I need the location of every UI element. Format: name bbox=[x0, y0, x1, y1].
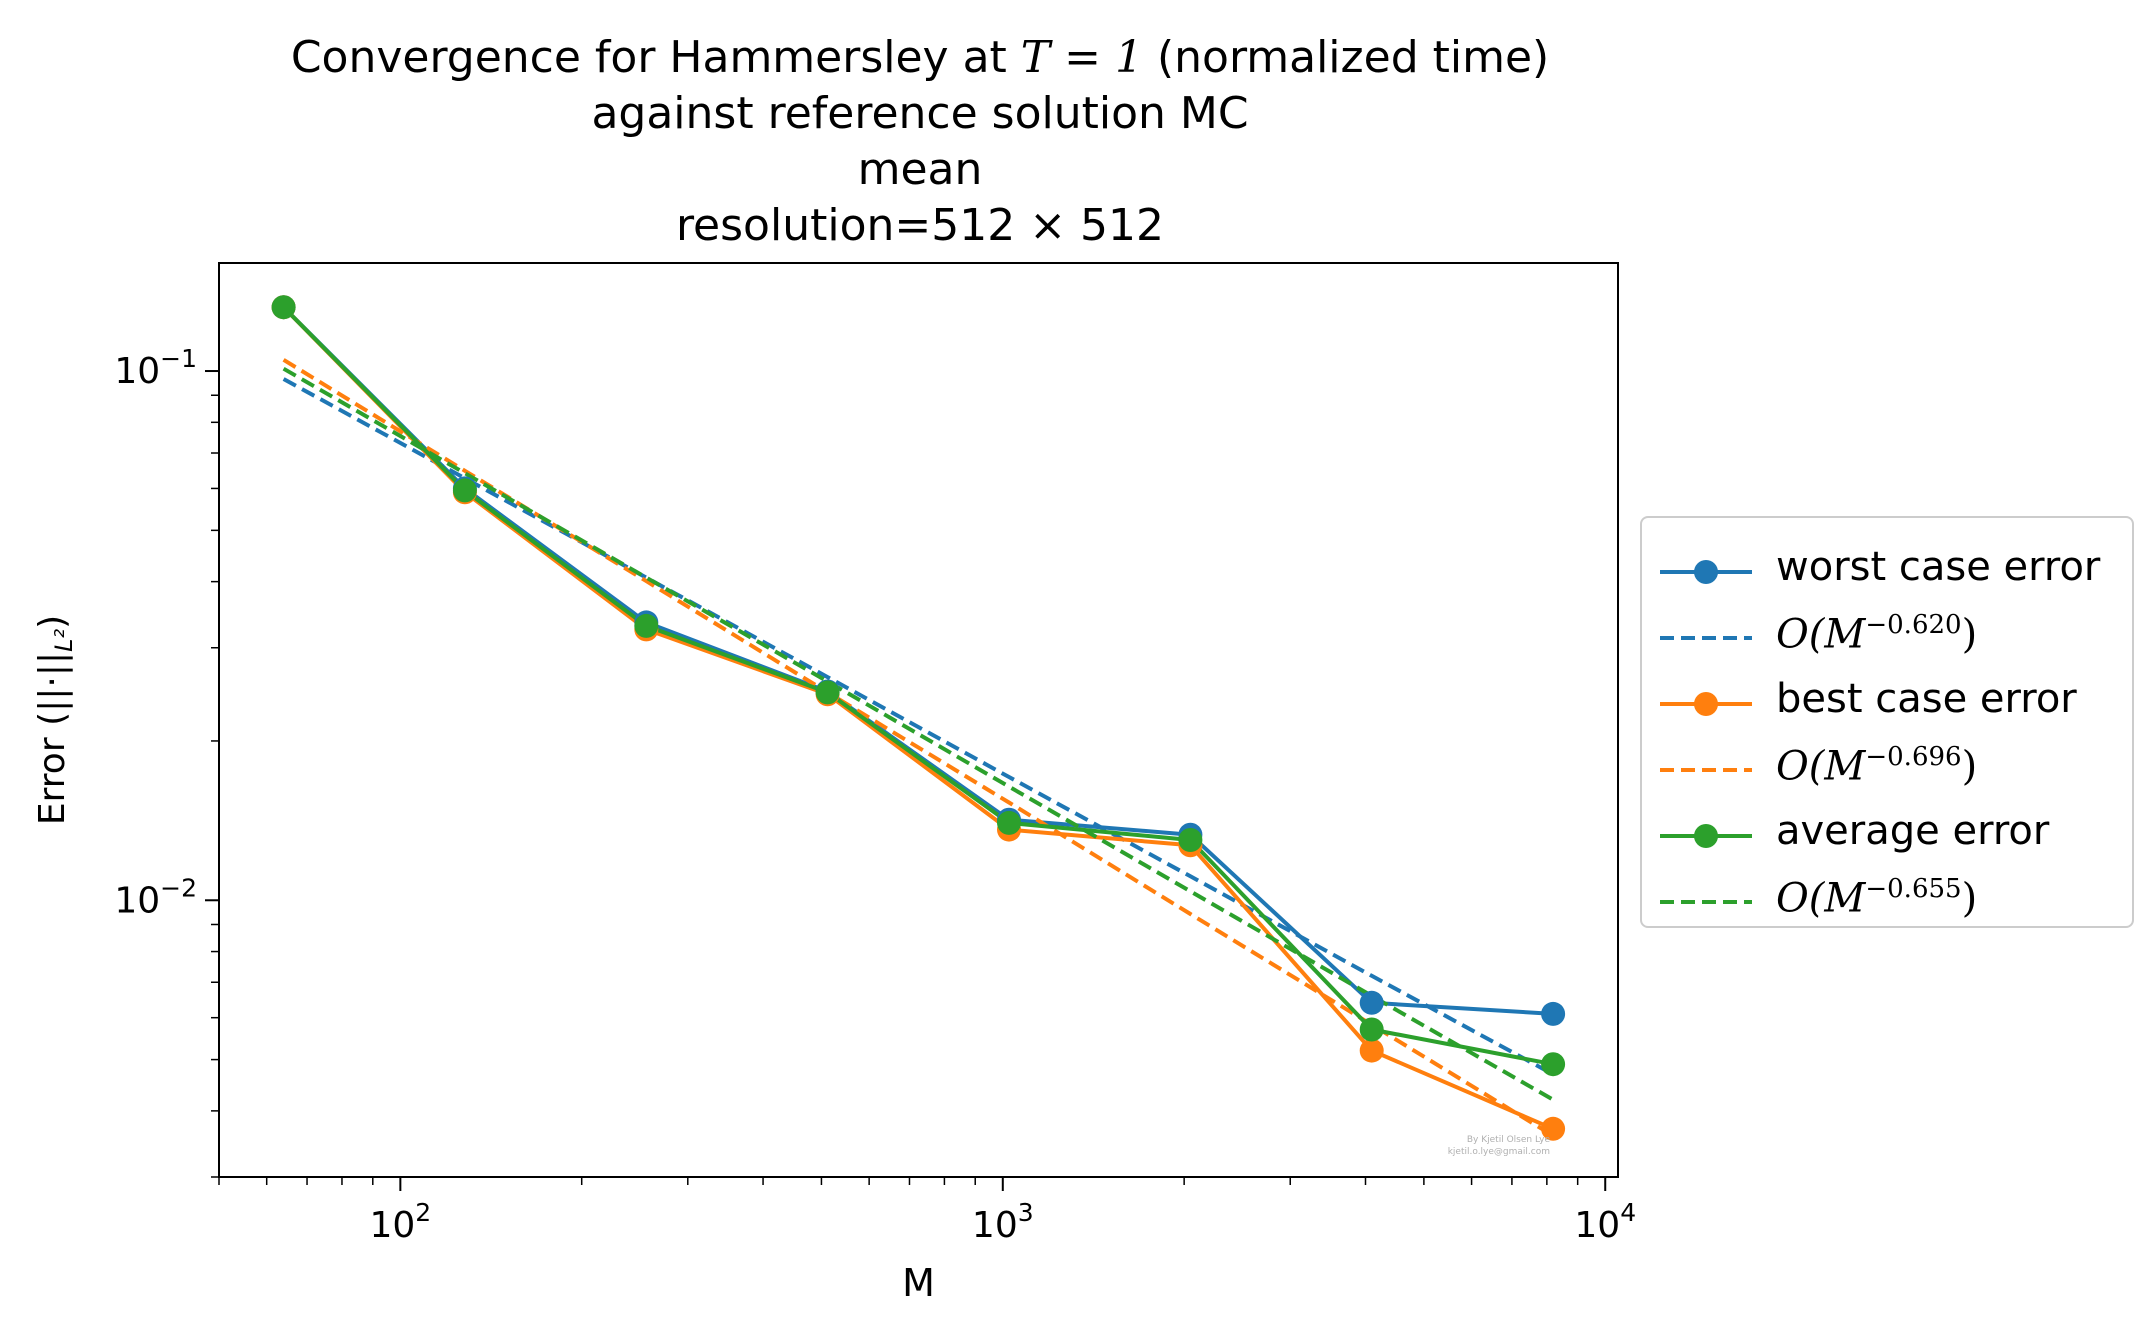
series-4-point-4 bbox=[997, 810, 1021, 835]
legend-entry-best: best case error bbox=[1642, 670, 2132, 730]
axes-layer: 102 103 104 10−2 10−1 M Error (||·||L²) bbox=[32, 262, 1636, 1305]
series-4-point-6 bbox=[1359, 1017, 1384, 1042]
series-0-point-6 bbox=[1359, 990, 1384, 1015]
x-tick-label-2: 104 bbox=[1574, 1198, 1636, 1246]
series-2-point-7 bbox=[1541, 1116, 1566, 1141]
series-4-point-0 bbox=[271, 295, 296, 320]
legend-entry-average: average error bbox=[1642, 802, 2132, 862]
legend-label-best-fit: O(M−0.696) bbox=[1776, 742, 1978, 790]
legend-label-worst-fit: O(M−0.620) bbox=[1776, 610, 1978, 658]
series-4-point-3 bbox=[815, 680, 840, 705]
legend-swatch-worst bbox=[1660, 560, 1752, 584]
x-tick-label-0: 102 bbox=[369, 1198, 431, 1246]
series-4-point-1 bbox=[452, 478, 477, 503]
y-tick-label-0: 10−2 bbox=[114, 873, 197, 921]
legend-swatch-worst-fit bbox=[1660, 636, 1752, 640]
plot-layer bbox=[271, 295, 1566, 1141]
series-line-0 bbox=[282, 305, 1554, 1016]
chart-legend: worst case error O(M−0.620) best case er… bbox=[1640, 516, 2134, 928]
chart-title-part-2: (normalized time) bbox=[1156, 32, 1550, 83]
series-2-point-6 bbox=[1359, 1038, 1384, 1063]
watermark: By Kjetil Olsen Lye kjetil.o.lye@gmail.c… bbox=[1380, 1134, 1550, 1158]
legend-label-worst: worst case error bbox=[1776, 544, 2101, 590]
chart-title-line-3: mean bbox=[857, 144, 983, 195]
legend-entry-best-fit: O(M−0.696) bbox=[1642, 736, 2132, 796]
series-0-point-7 bbox=[1541, 1001, 1566, 1026]
legend-swatch-average bbox=[1660, 824, 1752, 848]
legend-label-best: best case error bbox=[1776, 676, 2077, 722]
series-4-point-5 bbox=[1178, 828, 1203, 852]
chart-title-part-1: Convergence for Hammersley at bbox=[290, 32, 1007, 83]
legend-entry-worst: worst case error bbox=[1642, 538, 2132, 598]
legend-entry-average-fit: O(M−0.655) bbox=[1642, 868, 2132, 928]
x-tick-label-1: 103 bbox=[972, 1198, 1034, 1246]
legend-label-average: average error bbox=[1776, 808, 2050, 854]
plot-frame bbox=[218, 262, 1619, 1178]
series-line-5 bbox=[282, 366, 1555, 1102]
legend-entry-worst-fit: O(M−0.620) bbox=[1642, 604, 2132, 664]
chart-title-line-4: resolution=512 × 512 bbox=[675, 200, 1165, 251]
watermark-line-1: By Kjetil Olsen Lye bbox=[1466, 1135, 1550, 1145]
watermark-line-2: kjetil.o.lye@gmail.com bbox=[1447, 1147, 1550, 1157]
legend-swatch-best-fit bbox=[1660, 768, 1752, 772]
y-axis-label: Error (||·||L²) bbox=[32, 615, 78, 825]
series-line-4 bbox=[282, 305, 1554, 1067]
y-tick-label-1: 10−1 bbox=[114, 344, 197, 392]
series-4-point-7 bbox=[1541, 1052, 1566, 1077]
legend-swatch-average-fit bbox=[1660, 900, 1752, 904]
plot-area bbox=[271, 295, 1566, 1141]
chart-title-line-1: Convergence for Hammersley at T = 1 (nor… bbox=[0, 32, 1840, 83]
series-4-point-2 bbox=[634, 613, 659, 638]
legend-label-average-fit: O(M−0.655) bbox=[1776, 874, 1978, 922]
chart-title-line-2: against reference solution MC bbox=[591, 88, 1249, 139]
series-line-1 bbox=[282, 377, 1555, 1077]
legend-swatch-best bbox=[1660, 692, 1752, 716]
series-line-3 bbox=[282, 358, 1555, 1138]
chart-title-math: T = 1 bbox=[1020, 32, 1143, 83]
x-axis-label: M bbox=[902, 1261, 935, 1305]
